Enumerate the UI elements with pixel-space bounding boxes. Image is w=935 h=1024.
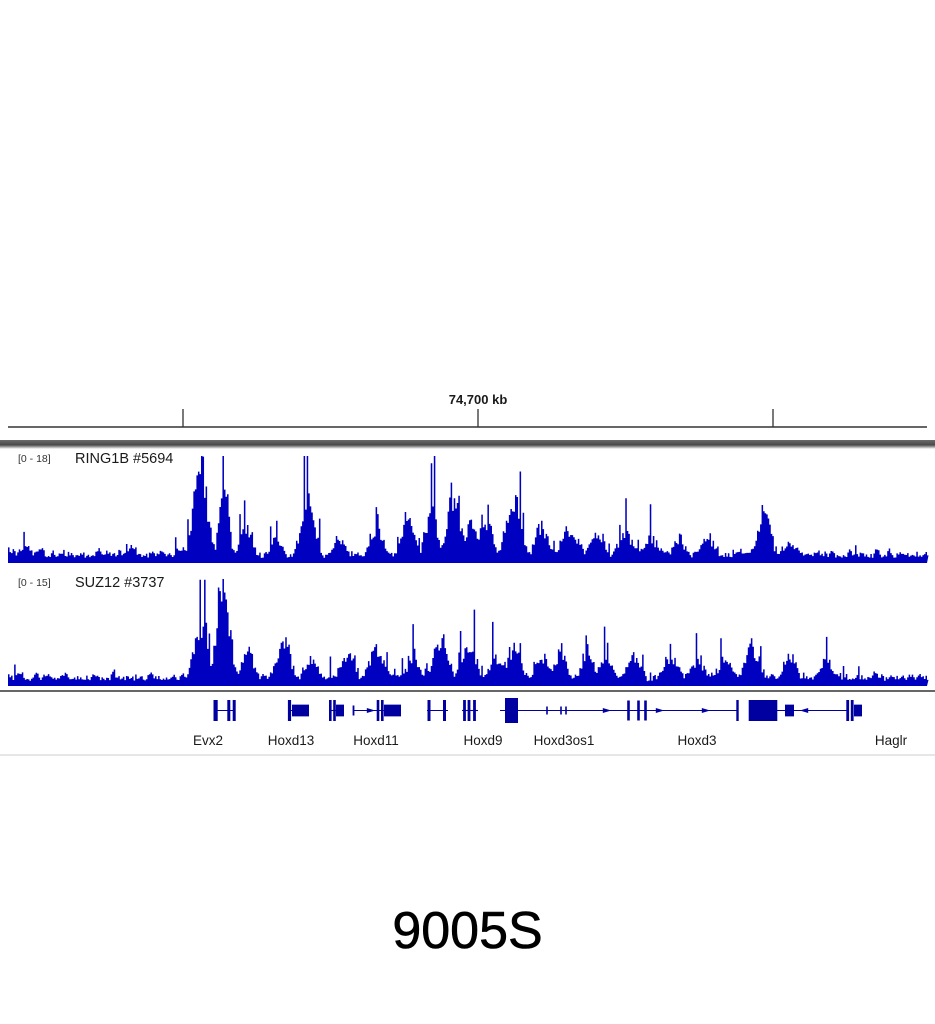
svg-text:Hoxd3os1: Hoxd3os1 [534,733,595,748]
svg-text:Hoxd11: Hoxd11 [353,733,399,748]
svg-text:74,700 kb: 74,700 kb [449,392,508,407]
svg-text:RING1B #5694: RING1B #5694 [75,451,173,467]
svg-text:[0 - 15]: [0 - 15] [18,577,51,589]
svg-text:Evx2: Evx2 [193,733,223,748]
svg-text:Haglr: Haglr [875,733,908,748]
svg-text:Hoxd3: Hoxd3 [677,733,716,748]
svg-text:SUZ12 #3737: SUZ12 #3737 [75,575,164,591]
svg-text:Hoxd9: Hoxd9 [463,733,502,748]
svg-text:Hoxd13: Hoxd13 [268,733,315,748]
svg-text:[0 - 18]: [0 - 18] [18,453,51,465]
